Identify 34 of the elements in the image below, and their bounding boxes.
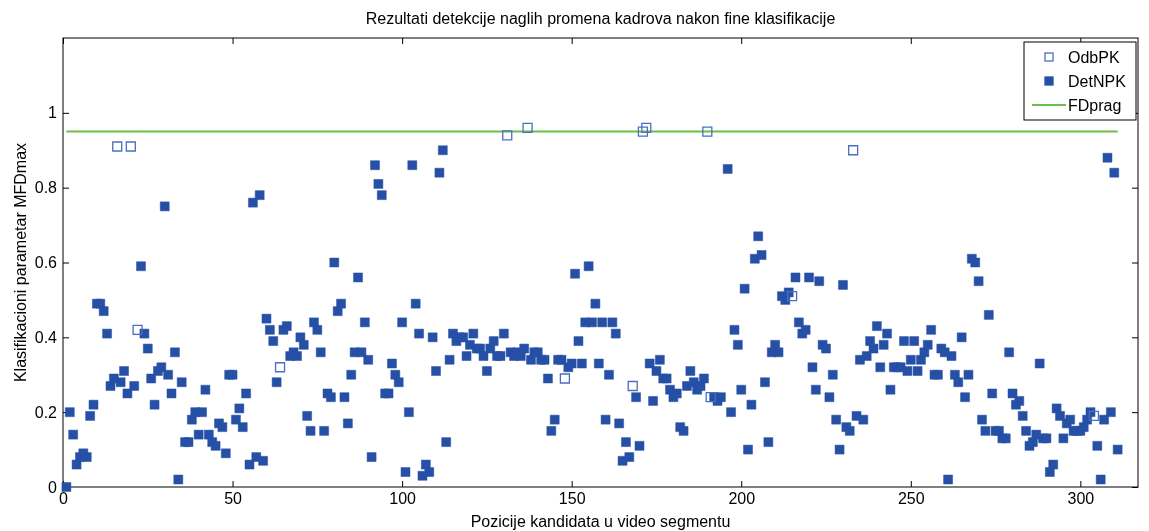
point	[522, 122, 533, 133]
point	[1088, 410, 1100, 422]
point	[637, 126, 649, 137]
legend-label: OdbPK	[1068, 49, 1120, 66]
legend-label: FDprag	[1068, 97, 1122, 114]
point	[702, 126, 713, 137]
y-tick-label: 0	[48, 478, 58, 496]
x-tick-label: 0	[59, 490, 69, 508]
point	[125, 141, 136, 152]
y-tick-label: 0.4	[34, 328, 58, 346]
legend-label: DetNPK	[1068, 73, 1127, 90]
x-tick-label: 150	[558, 490, 586, 508]
x-tick-label: 300	[1067, 490, 1095, 508]
chart-title: Rezultati detekcije naglih promena kadrova nakon fine klasifikacije	[365, 10, 836, 27]
x-axis-title: Pozicije kandidata u video segmentu	[470, 513, 731, 530]
x-tick-label: 100	[389, 490, 417, 508]
y-tick-label: 0.2	[34, 403, 58, 421]
point	[786, 291, 798, 302]
point	[705, 392, 716, 403]
point	[627, 380, 638, 392]
point	[641, 122, 652, 133]
point	[112, 141, 123, 152]
y-tick-label: 0.6	[34, 254, 58, 272]
x-tick-label: 200	[728, 490, 756, 508]
point	[132, 324, 143, 335]
y-tick-label: 0.8	[34, 179, 58, 197]
point	[502, 130, 513, 141]
x-tick-label: 50	[224, 490, 243, 508]
y-tick-label: 1	[48, 104, 58, 122]
y-axis-title: Klasifikacioni parametar MFDmax	[12, 142, 29, 383]
point	[847, 145, 859, 156]
point	[559, 373, 571, 384]
x-tick-label: 250	[897, 490, 925, 508]
point	[274, 362, 286, 373]
